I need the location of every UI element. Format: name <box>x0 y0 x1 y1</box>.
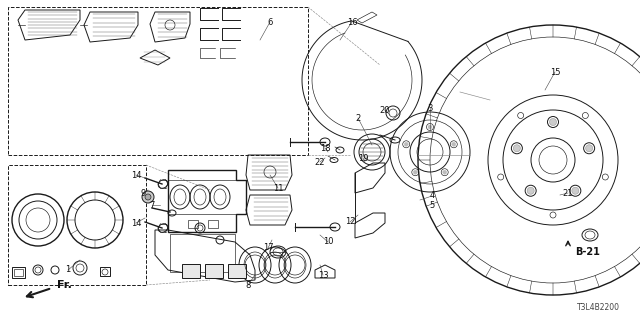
Text: 1: 1 <box>65 266 70 275</box>
Bar <box>228 264 246 278</box>
Text: Fr.: Fr. <box>56 280 72 290</box>
Text: 4: 4 <box>429 191 435 201</box>
Text: 13: 13 <box>317 270 328 279</box>
Bar <box>182 264 200 278</box>
Text: 19: 19 <box>358 154 368 163</box>
Circle shape <box>142 191 154 203</box>
Text: 17: 17 <box>262 244 273 252</box>
Circle shape <box>404 142 408 146</box>
Text: 10: 10 <box>323 237 333 246</box>
Text: 14: 14 <box>131 219 141 228</box>
Text: 18: 18 <box>320 143 330 153</box>
Text: 22: 22 <box>315 157 325 166</box>
Circle shape <box>527 187 534 194</box>
Text: 6: 6 <box>268 18 273 27</box>
Text: 20: 20 <box>380 106 390 115</box>
Text: B-21: B-21 <box>575 247 600 257</box>
Circle shape <box>452 142 456 146</box>
Text: T3L4B2200: T3L4B2200 <box>577 303 620 313</box>
Circle shape <box>586 145 593 152</box>
Text: 15: 15 <box>550 68 560 76</box>
Text: 11: 11 <box>273 183 284 193</box>
Bar <box>8 7 308 155</box>
Text: 7: 7 <box>149 201 155 210</box>
Text: 3: 3 <box>428 103 433 113</box>
Circle shape <box>550 118 557 125</box>
Text: 9: 9 <box>140 188 146 197</box>
Circle shape <box>413 170 417 174</box>
Circle shape <box>145 194 151 200</box>
Bar <box>188 220 198 228</box>
Bar <box>100 267 110 276</box>
Bar <box>12 267 25 278</box>
Text: 12: 12 <box>345 218 355 227</box>
Bar <box>8 165 146 285</box>
Text: 16: 16 <box>347 18 357 27</box>
Bar <box>208 220 218 228</box>
Text: 21: 21 <box>563 188 573 197</box>
Circle shape <box>513 145 520 152</box>
Bar <box>170 234 235 272</box>
Bar <box>205 264 223 278</box>
Text: 2: 2 <box>355 114 360 123</box>
Circle shape <box>572 187 579 194</box>
Text: 5: 5 <box>429 201 435 210</box>
Text: 14: 14 <box>131 171 141 180</box>
Circle shape <box>443 170 447 174</box>
Circle shape <box>428 125 432 129</box>
Text: 8: 8 <box>245 281 251 290</box>
Bar <box>14 269 23 276</box>
